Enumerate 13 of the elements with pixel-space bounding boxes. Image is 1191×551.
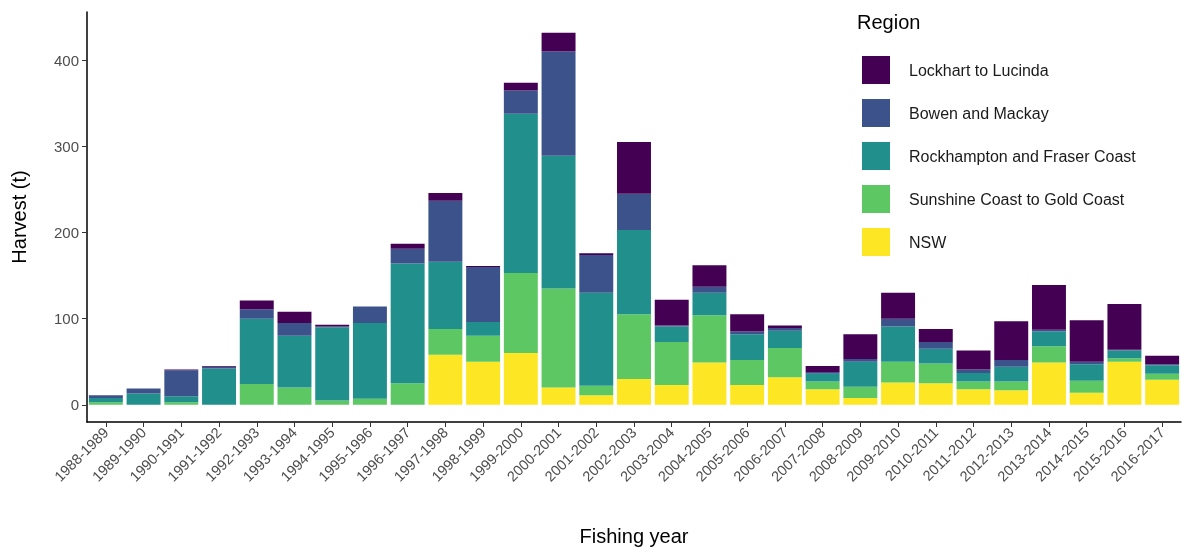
- legend-title: Region: [857, 11, 921, 33]
- y-tick-label: 0: [70, 396, 79, 414]
- y-tick-label: 100: [53, 310, 79, 328]
- legend-label: NSW: [909, 233, 948, 251]
- legend-label: Sunshine Coast to Gold Coast: [909, 190, 1125, 208]
- x-axis-title: Fishing year: [579, 525, 689, 547]
- legend-label: Lockhart to Lucinda: [909, 61, 1049, 79]
- y-axis-title: Harvest (t): [8, 170, 30, 264]
- y-tick-label: 300: [53, 137, 79, 155]
- legend-label: Bowen and Mackay: [909, 104, 1049, 122]
- y-tick-label: 400: [53, 51, 79, 69]
- y-tick-label: 200: [53, 224, 79, 241]
- legend-label: Rockhampton and Fraser Coast: [909, 147, 1137, 165]
